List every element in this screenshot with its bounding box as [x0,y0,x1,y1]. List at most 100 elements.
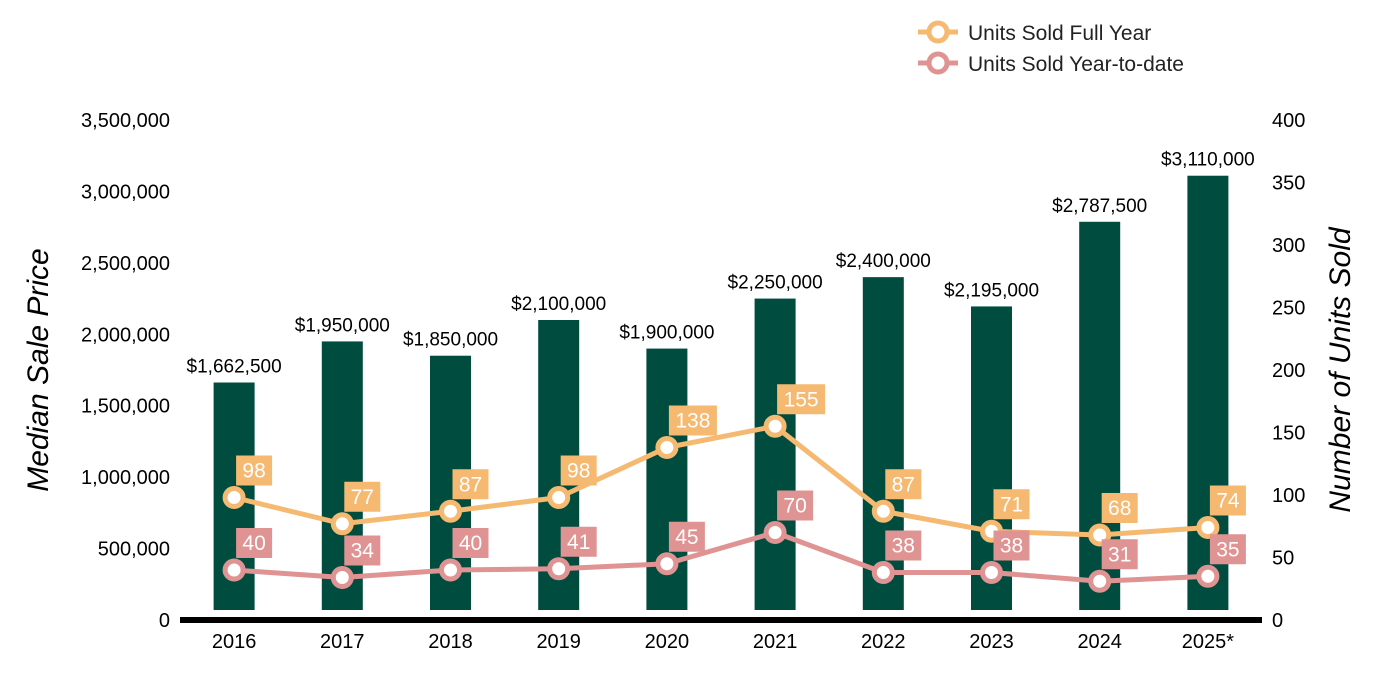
point-label-box [993,530,1030,561]
y2-axis-title: Number of Units Sold [1324,226,1357,512]
series-point [1088,569,1112,593]
series-point [980,561,1003,584]
series-point [547,486,571,509]
series-point [330,512,354,536]
point-value-label: 38 [1000,535,1023,558]
bar-value-label: $2,195,000 [944,280,1039,301]
point-value-label: 71 [1000,493,1023,516]
point-value-label: 74 [1216,490,1240,513]
x-tick-label: 2024 [1077,631,1122,653]
y-tick-label: 0 [159,610,170,632]
series-line [233,423,1209,538]
x-tick-label: 2016 [212,631,257,653]
bar-value-label: $3,110,000 [1161,150,1255,171]
series-point [871,499,895,523]
y-tick-label: 2,000,000 [81,324,170,346]
point-label-box [668,521,705,552]
x-tick-label: 2018 [428,631,473,653]
x-tick-label: 2017 [320,631,365,653]
y2-tick-label: 350 [1272,173,1305,195]
bar-value-label: $1,900,000 [619,323,714,344]
point-value-label: 70 [783,495,806,518]
point-value-label: 40 [242,532,265,555]
point-value-label: 41 [567,531,590,554]
point-value-label: 40 [459,532,482,555]
series-point [763,521,787,544]
point-label-box [885,469,922,500]
series-point [547,557,571,581]
point-value-label: 138 [675,410,710,433]
point-label-box [668,405,717,436]
point-label-box [777,384,826,415]
point-label-box [1209,485,1246,516]
y2-tick-label: 250 [1272,298,1305,320]
series-point [871,561,895,584]
series-point [763,414,787,438]
y-tick-label: 1,000,000 [81,467,170,489]
series-point [439,558,462,582]
point-label-box [236,528,273,558]
x-tick-label: 2020 [645,631,690,653]
series-point [1196,516,1220,539]
series-point [222,486,246,509]
x-tick-label: 2025* [1182,631,1234,653]
point-value-label: 87 [459,473,482,496]
point-value-label: 34 [351,540,375,563]
bar-value-label: $2,250,000 [728,273,823,294]
point-label-box [344,535,381,566]
y2-tick-label: 300 [1272,235,1305,257]
y-tick-label: 2,500,000 [81,253,170,275]
series-point [222,558,246,582]
y-tick-label: 3,000,000 [81,181,170,203]
y2-tick-label: 50 [1272,548,1294,570]
point-value-label: 45 [675,526,698,549]
point-label-box [1209,534,1246,565]
legend-marker [926,20,950,44]
point-value-label: 68 [1108,497,1131,520]
bar-value-label: $2,100,000 [511,294,606,315]
y-tick-label: 1,500,000 [81,396,170,418]
y2-tick-label: 0 [1272,610,1283,632]
y-axis-title: Median Sale Price [22,248,55,491]
point-label-box [1101,493,1138,523]
legend-label: Units Sold Full Year [968,22,1151,45]
series-point [1196,564,1220,588]
y-tick-label: 3,500,000 [81,110,170,132]
y2-tick-label: 150 [1272,423,1305,445]
bar-value-label: $1,850,000 [403,330,498,351]
x-tick-label: 2021 [753,631,798,653]
point-label-box [1101,539,1138,570]
bar-value-label: $2,400,000 [836,251,931,272]
series-line [233,530,1209,584]
legend-label: Units Sold Year-to-date [968,53,1184,76]
x-tick-label: 2019 [536,631,581,653]
point-label-box [344,481,381,512]
bar-value-label: $1,950,000 [295,315,390,336]
point-label-box [885,530,922,561]
y-tick-label: 500,000 [98,539,170,561]
series-point [655,552,679,576]
y2-tick-label: 100 [1272,485,1305,507]
series-point [439,499,462,523]
point-label-box [777,490,814,521]
point-label-box [452,469,489,500]
point-label-box [560,526,597,557]
point-value-label: 87 [892,473,915,496]
y2-tick-label: 400 [1272,110,1305,132]
point-value-label: 98 [567,460,590,483]
point-label-box [452,528,489,558]
point-value-label: 35 [1216,538,1239,561]
y2-tick-label: 200 [1272,360,1305,382]
point-value-label: 98 [242,460,265,483]
x-tick-label: 2022 [861,631,906,653]
bar [754,298,796,610]
series-point [655,436,679,459]
point-label-box [993,489,1030,520]
point-value-label: 31 [1108,543,1131,566]
point-label-box [236,455,273,486]
legend-marker [926,51,950,75]
point-value-label: 155 [784,388,819,411]
point-value-label: 77 [351,486,374,509]
bar-value-label: $1,662,500 [187,357,282,378]
